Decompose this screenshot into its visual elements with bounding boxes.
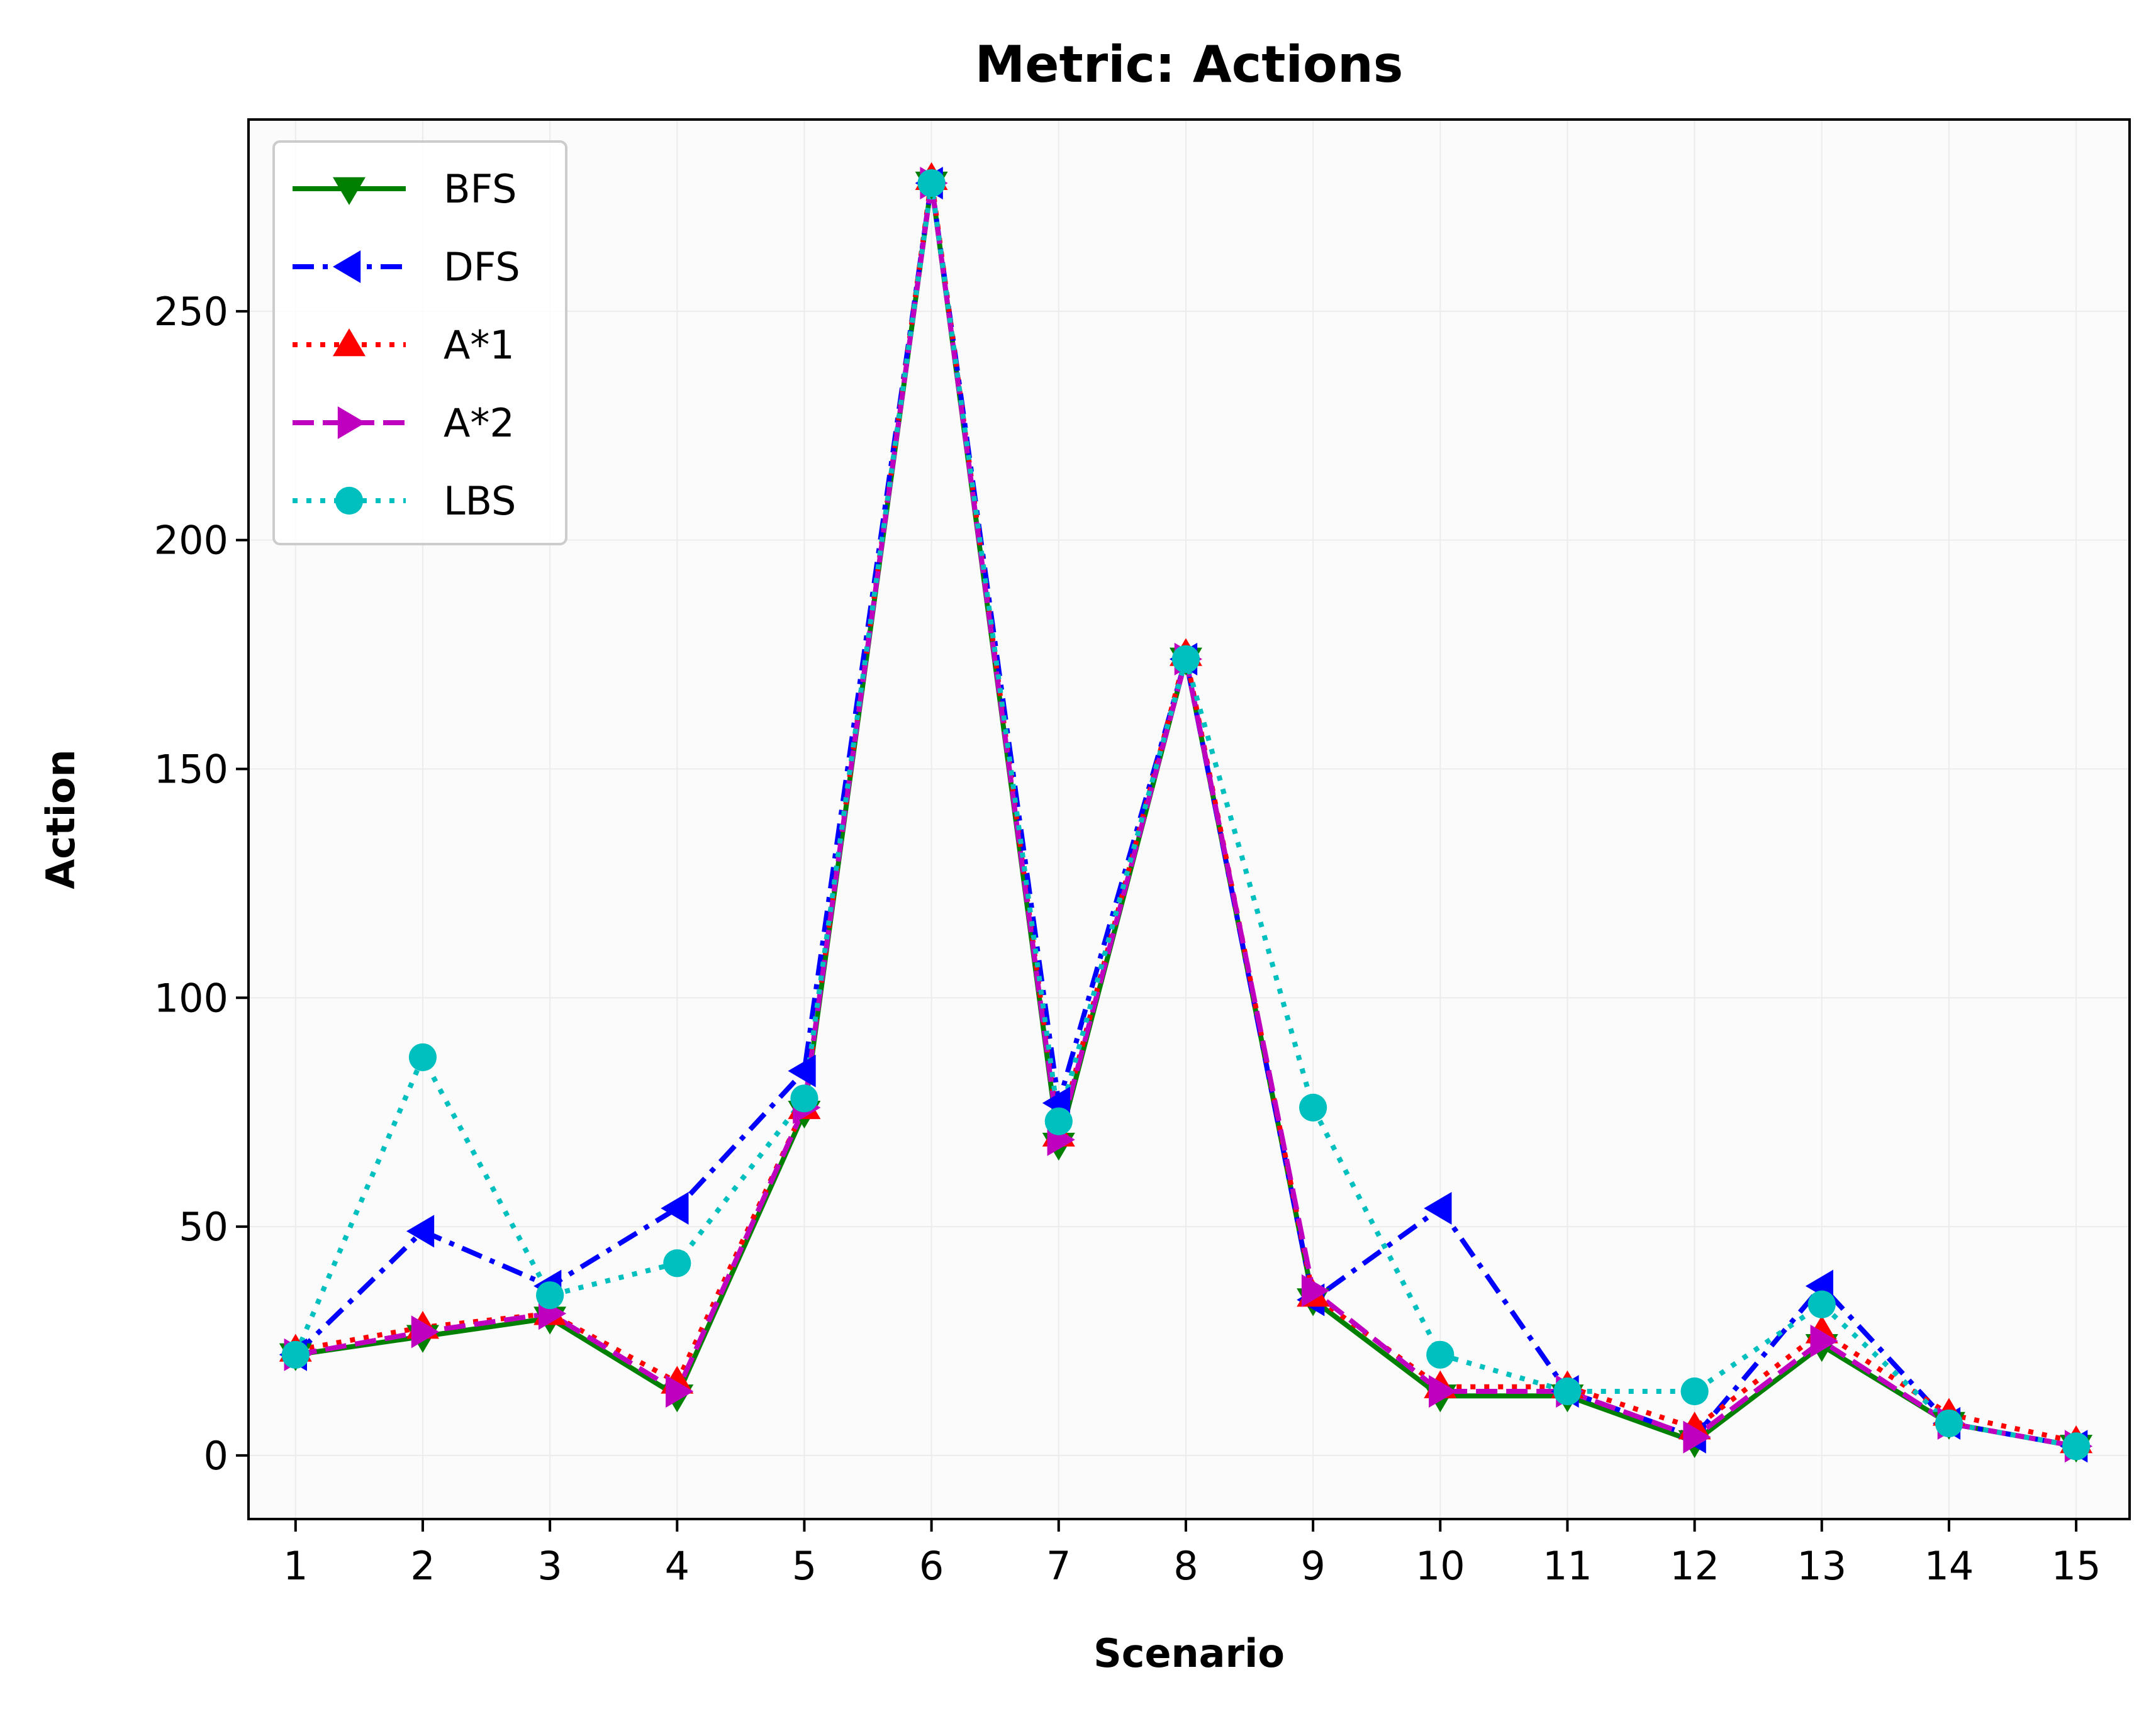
series-point-a-2 bbox=[1683, 1420, 1711, 1454]
legend-marker-a-2 bbox=[337, 406, 366, 439]
series-point-lbs bbox=[1426, 1340, 1455, 1369]
legend-marker-dfs bbox=[333, 250, 361, 283]
series-point-lbs bbox=[790, 1084, 818, 1113]
series-point-lbs bbox=[408, 1043, 437, 1071]
y-tick-label: 100 bbox=[154, 975, 228, 1021]
legend-marker-a-1 bbox=[333, 328, 366, 357]
grid bbox=[249, 120, 2130, 1519]
series-point-lbs bbox=[1680, 1377, 1709, 1406]
series-point-lbs bbox=[2062, 1432, 2091, 1461]
series-point-a-2 bbox=[1301, 1274, 1330, 1307]
series-point-lbs bbox=[536, 1281, 564, 1310]
series-point-lbs bbox=[917, 169, 946, 198]
series-point-lbs bbox=[1807, 1290, 1836, 1318]
x-tick-label: 8 bbox=[1173, 1543, 1198, 1589]
x-tick-label: 15 bbox=[2052, 1543, 2101, 1589]
legend-label-dfs: DFS bbox=[444, 244, 520, 290]
x-axis-title: Scenario bbox=[1093, 1630, 1285, 1676]
legend-label-bfs: BFS bbox=[444, 166, 517, 212]
x-tick-label: 9 bbox=[1300, 1543, 1325, 1589]
x-tick-label: 11 bbox=[1543, 1543, 1592, 1589]
legend-box bbox=[272, 140, 567, 545]
x-tick-label: 12 bbox=[1670, 1543, 1719, 1589]
x-tick-label: 3 bbox=[537, 1543, 562, 1589]
x-tick-label: 5 bbox=[792, 1543, 817, 1589]
series-point-a-2 bbox=[1429, 1374, 1457, 1408]
series-point-dfs bbox=[661, 1191, 689, 1225]
series-point-a-2 bbox=[1810, 1324, 1838, 1357]
legend-label-a-1: A*1 bbox=[444, 322, 515, 368]
x-tick-label: 1 bbox=[283, 1543, 308, 1589]
x-tick-label: 6 bbox=[919, 1543, 944, 1589]
x-tick-label: 13 bbox=[1797, 1543, 1846, 1589]
series-point-dfs bbox=[1424, 1191, 1452, 1225]
series-point-lbs bbox=[1299, 1093, 1327, 1122]
plot-frame bbox=[247, 118, 2131, 1520]
x-tick-label: 14 bbox=[1924, 1543, 1974, 1589]
series-point-lbs bbox=[663, 1249, 691, 1278]
y-tick-label: 200 bbox=[154, 518, 228, 564]
y-axis-ticks: 0 50 100 150 200 250 bbox=[154, 289, 249, 1479]
legend-label-a-2: A*2 bbox=[444, 400, 515, 446]
series-point-lbs bbox=[281, 1340, 310, 1369]
series-point-a-2 bbox=[666, 1374, 694, 1408]
x-tick-label: 4 bbox=[665, 1543, 690, 1589]
legend-label-lbs: LBS bbox=[444, 478, 516, 524]
x-tick-label: 7 bbox=[1046, 1543, 1071, 1589]
series-point-a-2 bbox=[411, 1315, 439, 1349]
y-tick-label: 0 bbox=[204, 1433, 228, 1479]
chart-title: Metric: Actions bbox=[975, 35, 1404, 94]
series-point-dfs bbox=[406, 1215, 435, 1248]
x-tick-label: 2 bbox=[410, 1543, 435, 1589]
x-axis-ticks: 1 2 3 4 5 6 7 8 9 10 11 12 13 14 15 bbox=[283, 1519, 2101, 1589]
y-tick-label: 50 bbox=[179, 1204, 228, 1250]
series-point-dfs bbox=[788, 1054, 816, 1088]
series-point-lbs bbox=[1935, 1409, 1963, 1438]
series-point-lbs bbox=[1171, 645, 1200, 673]
legend-marker-bfs bbox=[333, 177, 366, 205]
x-tick-label: 10 bbox=[1416, 1543, 1465, 1589]
series-markers bbox=[279, 162, 2093, 1463]
y-tick-label: 250 bbox=[154, 289, 228, 335]
series-point-lbs bbox=[1553, 1377, 1582, 1406]
y-tick-label: 150 bbox=[154, 746, 228, 792]
legend-marker-lbs bbox=[335, 486, 364, 515]
y-axis-title: Action bbox=[38, 749, 84, 889]
legend: BFS DFS A*1 A*2 LBS bbox=[272, 140, 567, 545]
series-point-lbs bbox=[1044, 1107, 1073, 1135]
